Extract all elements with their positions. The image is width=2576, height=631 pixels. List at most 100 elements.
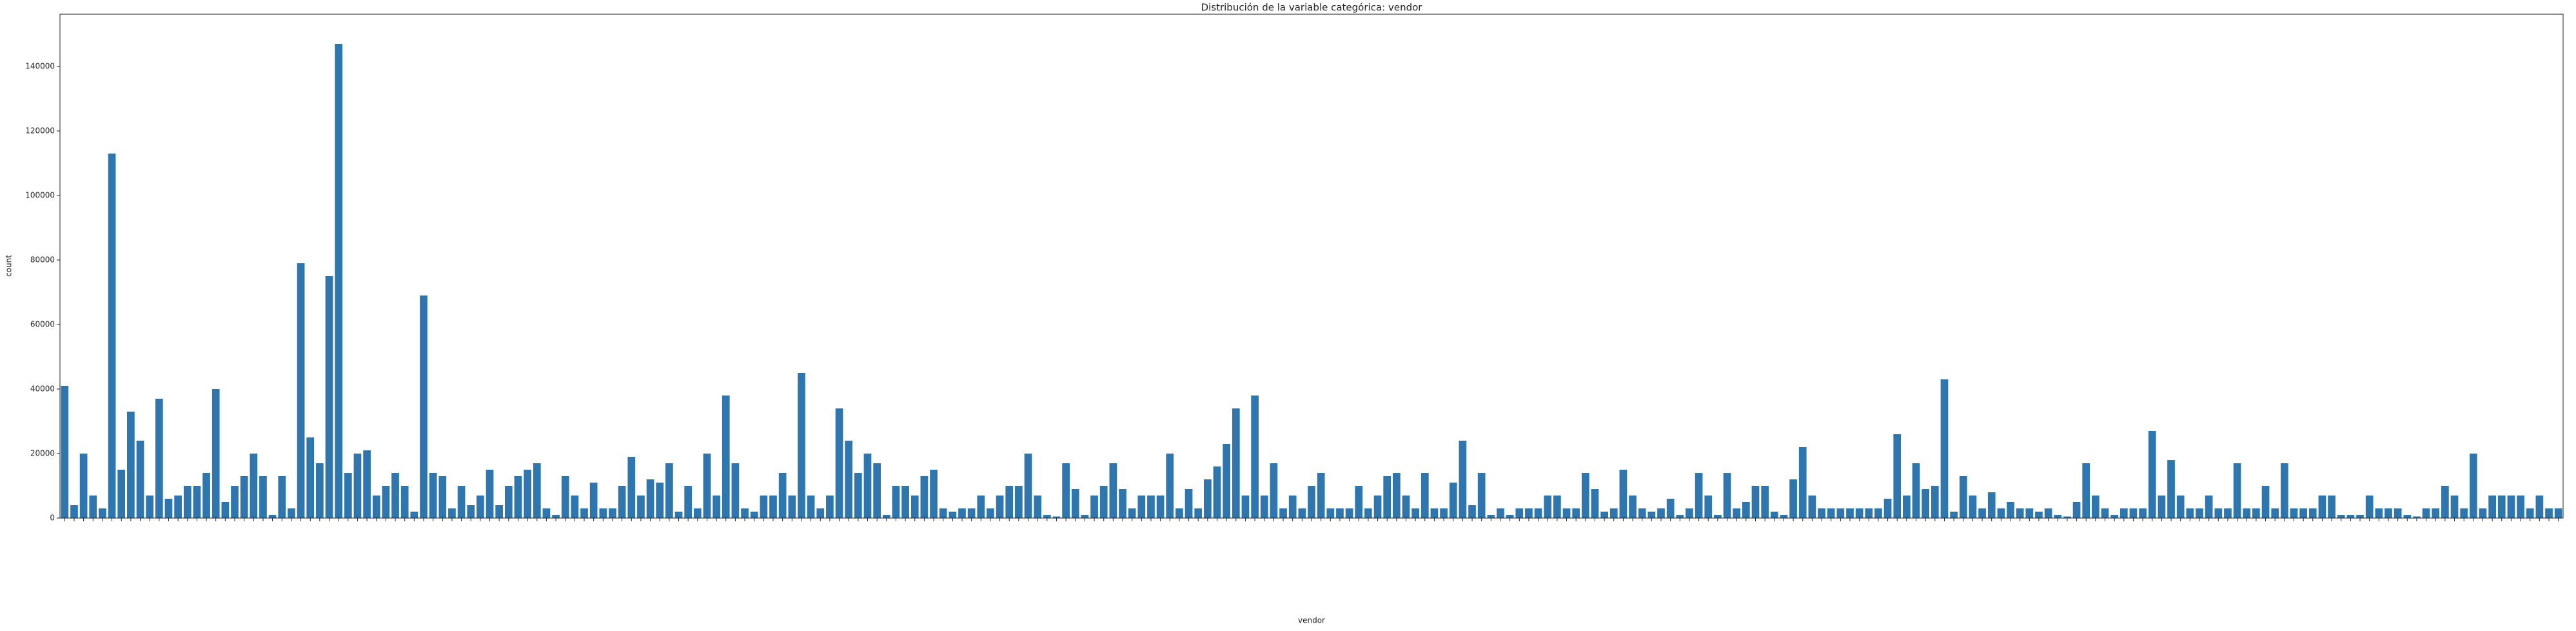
bar bbox=[1666, 499, 1675, 518]
bar bbox=[504, 486, 513, 518]
bar bbox=[1836, 508, 1845, 518]
bar bbox=[288, 508, 295, 518]
bar bbox=[1846, 508, 1854, 518]
bar bbox=[2394, 508, 2402, 518]
bar bbox=[1818, 508, 1825, 518]
bar bbox=[1034, 496, 1042, 518]
bar bbox=[996, 496, 1004, 518]
bar bbox=[325, 276, 333, 518]
bar bbox=[674, 512, 683, 518]
bar bbox=[2252, 508, 2260, 518]
bar bbox=[1723, 473, 1731, 518]
bar bbox=[1742, 502, 1750, 518]
bar bbox=[2403, 515, 2412, 518]
bar bbox=[79, 454, 88, 518]
bar bbox=[1099, 486, 1108, 518]
bar bbox=[2243, 508, 2251, 518]
bar bbox=[2290, 508, 2298, 518]
bar bbox=[1260, 496, 1268, 518]
bar bbox=[1119, 489, 1126, 518]
chart-title: Distribución de la variable categórica: … bbox=[1201, 2, 1423, 14]
bar bbox=[1090, 496, 1098, 518]
bar bbox=[1600, 512, 1608, 518]
bar bbox=[448, 508, 456, 518]
bar bbox=[2526, 508, 2534, 518]
bar bbox=[2261, 486, 2270, 518]
bar bbox=[1241, 496, 1250, 518]
bar bbox=[250, 454, 258, 518]
bar bbox=[1345, 508, 1353, 518]
bar bbox=[146, 496, 154, 518]
bar bbox=[117, 470, 126, 518]
bar bbox=[807, 496, 815, 518]
plot-frame bbox=[59, 14, 2564, 519]
bar bbox=[2356, 515, 2364, 518]
bar bbox=[1043, 515, 1051, 518]
bar bbox=[1534, 508, 1542, 518]
bar bbox=[2119, 508, 2128, 518]
bar bbox=[2186, 508, 2194, 518]
bar bbox=[589, 483, 598, 518]
bar bbox=[202, 473, 210, 518]
y-tick-label: 60000 bbox=[30, 320, 55, 329]
bar bbox=[627, 457, 636, 518]
bar bbox=[1629, 496, 1637, 518]
bar bbox=[571, 496, 579, 518]
bar bbox=[722, 396, 730, 518]
bar bbox=[240, 476, 248, 518]
bar bbox=[1855, 508, 1863, 518]
bar bbox=[1308, 486, 1315, 518]
y-tick-label: 40000 bbox=[30, 385, 55, 394]
bar bbox=[561, 476, 569, 518]
bar bbox=[410, 512, 418, 518]
bar bbox=[2375, 508, 2383, 518]
bar bbox=[949, 512, 957, 518]
bar bbox=[1147, 496, 1155, 518]
bar bbox=[1355, 486, 1363, 518]
bar bbox=[2318, 496, 2326, 518]
bar bbox=[1619, 470, 1627, 518]
bar bbox=[335, 44, 343, 518]
y-tick-label: 80000 bbox=[30, 255, 55, 265]
bar bbox=[1506, 515, 1514, 518]
bar bbox=[306, 437, 315, 518]
bar bbox=[2488, 496, 2496, 518]
bar bbox=[164, 499, 173, 518]
bar bbox=[183, 486, 192, 518]
bar bbox=[1298, 508, 1306, 518]
bar bbox=[1468, 505, 1476, 518]
bar bbox=[89, 496, 97, 518]
bar bbox=[901, 486, 909, 518]
bar bbox=[637, 496, 645, 518]
bar bbox=[259, 476, 267, 518]
bar bbox=[1223, 444, 1231, 518]
bar bbox=[1128, 508, 1136, 518]
bar bbox=[1686, 508, 1693, 518]
bar bbox=[155, 399, 163, 518]
bar bbox=[1751, 486, 1760, 518]
bar bbox=[609, 508, 616, 518]
bar bbox=[788, 496, 796, 518]
bar bbox=[1657, 508, 1665, 518]
bar bbox=[429, 473, 437, 518]
bar bbox=[2460, 508, 2468, 518]
bar bbox=[2337, 515, 2345, 518]
bar bbox=[1137, 496, 1146, 518]
bar bbox=[1015, 486, 1023, 518]
bar bbox=[1232, 408, 1240, 518]
bar bbox=[2450, 496, 2459, 518]
bar bbox=[1515, 508, 1524, 518]
bar bbox=[713, 496, 720, 518]
bar bbox=[2092, 496, 2099, 518]
bar bbox=[1733, 508, 1741, 518]
bar bbox=[1194, 508, 1203, 518]
bar bbox=[2224, 508, 2232, 518]
bar bbox=[693, 508, 702, 518]
bar bbox=[2214, 508, 2223, 518]
bar bbox=[1591, 489, 1599, 518]
bar bbox=[1695, 473, 1703, 518]
bar bbox=[2507, 496, 2515, 518]
bar bbox=[1808, 496, 1816, 518]
bar bbox=[1798, 447, 1807, 518]
